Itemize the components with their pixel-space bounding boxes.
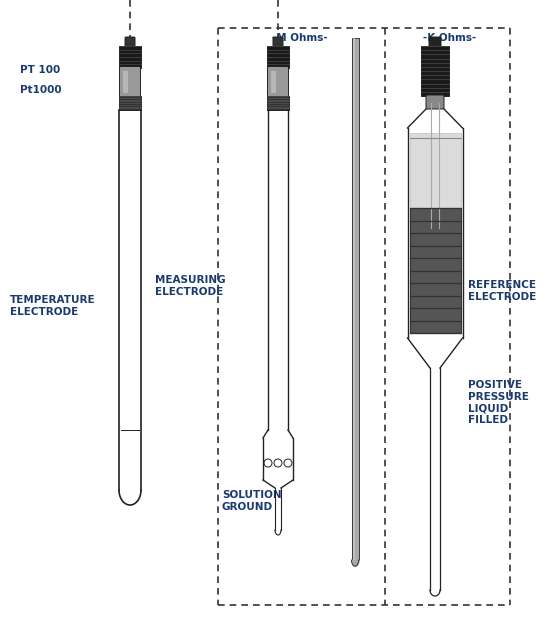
FancyBboxPatch shape: [267, 66, 289, 98]
Text: -K Ohms-: -K Ohms-: [424, 33, 477, 43]
Text: Pt1000: Pt1000: [20, 85, 62, 95]
Text: -M Ohms-: -M Ohms-: [272, 33, 328, 43]
Text: REFERENCE
ELECTRODE: REFERENCE ELECTRODE: [468, 280, 536, 302]
Bar: [119, 96, 141, 110]
FancyBboxPatch shape: [119, 66, 140, 98]
Bar: [119, 46, 141, 68]
FancyBboxPatch shape: [429, 37, 441, 47]
Bar: [353, 38, 355, 560]
Text: SOLUTION
GROUND: SOLUTION GROUND: [222, 490, 282, 512]
FancyBboxPatch shape: [125, 37, 135, 47]
Bar: [410, 133, 460, 208]
Text: POSITIVE
PRESSURE
LIQUID
FILLED: POSITIVE PRESSURE LIQUID FILLED: [468, 380, 529, 425]
Bar: [410, 208, 460, 333]
Bar: [267, 96, 289, 110]
Bar: [271, 71, 276, 93]
FancyBboxPatch shape: [273, 37, 283, 47]
Bar: [123, 71, 128, 93]
Bar: [421, 46, 449, 96]
Text: PT 100: PT 100: [20, 65, 60, 75]
Bar: [351, 38, 359, 560]
Text: TEMPERATURE
ELECTRODE: TEMPERATURE ELECTRODE: [10, 295, 96, 317]
Text: MEASURING
ELECTRODE: MEASURING ELECTRODE: [155, 275, 226, 297]
FancyBboxPatch shape: [426, 95, 444, 109]
Bar: [267, 46, 289, 68]
